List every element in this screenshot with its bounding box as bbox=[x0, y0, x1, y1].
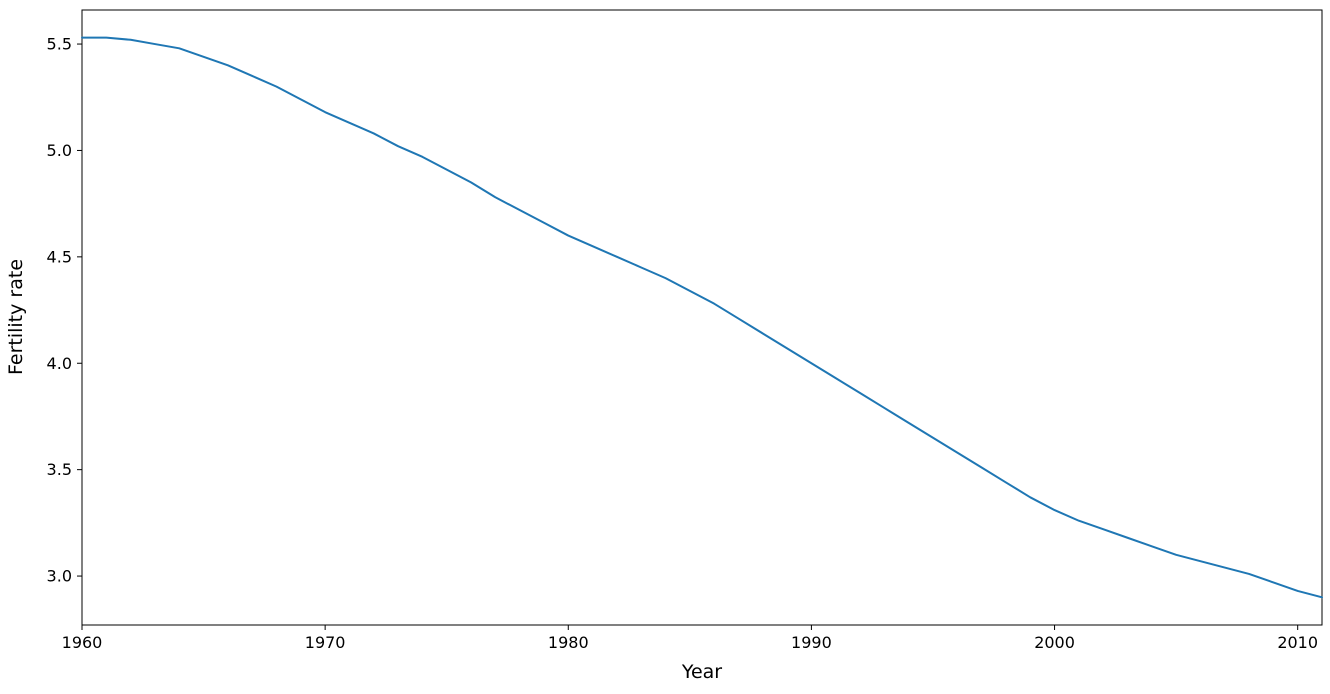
x-tick-label: 1970 bbox=[305, 633, 346, 652]
x-tick-label: 2000 bbox=[1034, 633, 1075, 652]
x-tick-label: 2010 bbox=[1277, 633, 1318, 652]
x-tick-label: 1980 bbox=[548, 633, 589, 652]
y-axis-ticks: 3.0 3.5 4.0 4.5 5.0 5.5 bbox=[47, 35, 82, 586]
y-tick-label: 3.0 bbox=[47, 567, 72, 586]
y-tick-label: 5.5 bbox=[47, 35, 72, 54]
data-series bbox=[81, 36, 1323, 599]
y-tick-label: 4.0 bbox=[47, 354, 72, 373]
fertility-rate-line bbox=[81, 36, 1323, 599]
x-axis-label: Year bbox=[681, 661, 722, 683]
x-tick-label: 1990 bbox=[791, 633, 832, 652]
y-tick-label: 5.0 bbox=[47, 141, 72, 160]
plot-area-frame bbox=[81, 9, 1323, 626]
y-tick-label: 4.5 bbox=[47, 247, 72, 266]
y-tick-label: 3.5 bbox=[47, 460, 72, 479]
x-axis-ticks: 1960 1970 1980 1990 2000 2010 bbox=[62, 625, 1318, 652]
x-tick-label: 1960 bbox=[62, 633, 103, 652]
y-axis-label: Fertility rate bbox=[5, 259, 27, 375]
